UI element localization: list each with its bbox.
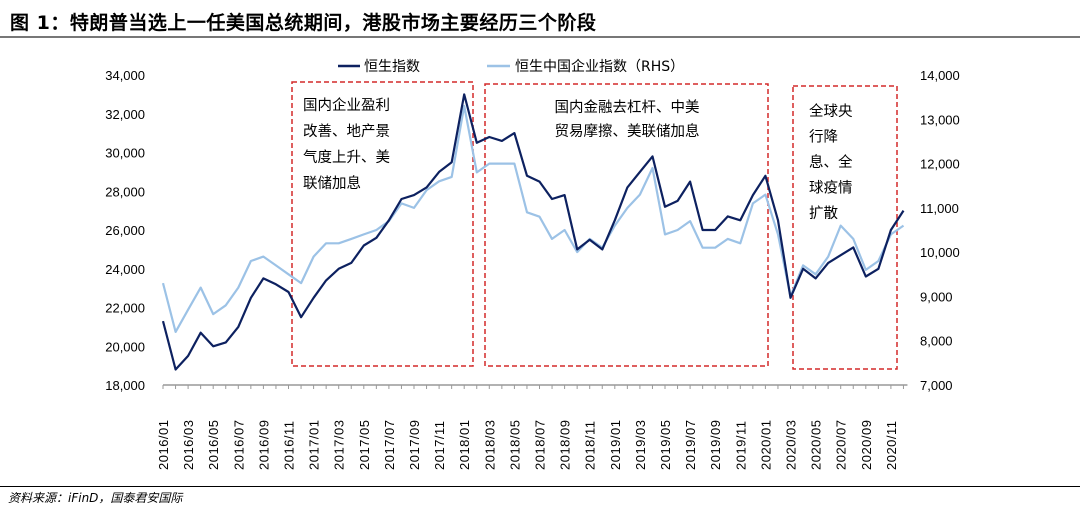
phase-annotation-text: 扩散 (809, 205, 838, 222)
phase-annotation-text: 气度上升、美 (303, 149, 390, 166)
phase-box (291, 81, 474, 367)
x-tick-label: 2019/01 (608, 420, 623, 471)
y-left-tick-label: 24,000 (105, 262, 145, 277)
x-tick-label: 2019/03 (633, 420, 648, 471)
y-right-tick-label: 13,000 (920, 112, 960, 127)
y-left-tick-label: 26,000 (105, 223, 145, 238)
y-right-tick-label: 9,000 (920, 289, 953, 304)
y-left-tick-label: 32,000 (105, 107, 145, 122)
x-tick-label: 2019/05 (658, 420, 673, 471)
x-tick-label: 2018/05 (507, 420, 522, 471)
source-note: 资料来源：iFinD，国泰君安国际 (8, 491, 183, 505)
y-left-tick-label: 30,000 (105, 146, 145, 161)
phase-annotation-text: 改善、地产景 (303, 123, 390, 140)
y-right-tick-label: 14,000 (920, 68, 960, 83)
phase-annotation-text: 国内金融去杠杆、中美 (555, 99, 700, 116)
x-tick-label: 2020/07 (834, 420, 849, 471)
y-right-tick-label: 10,000 (920, 245, 960, 260)
phase-box (484, 83, 769, 367)
x-tick-label: 2017/09 (407, 420, 422, 471)
x-tick-label: 2020/05 (809, 420, 824, 471)
legend-hscei-label: 恒生中国企业指数（RHS） (515, 58, 684, 75)
y-left-tick-label: 28,000 (105, 184, 145, 199)
y-left-tick-label: 18,000 (105, 378, 145, 393)
phase-annotation-text: 息、全 (809, 153, 853, 171)
x-tick-label: 2016/05 (206, 420, 221, 471)
y-left-tick-label: 20,000 (105, 339, 145, 354)
x-tick-label: 2020/03 (784, 420, 799, 471)
footer-divider (0, 486, 1080, 487)
phase-annotation-text: 联储加息 (303, 175, 361, 192)
x-tick-label: 2018/01 (457, 420, 472, 471)
x-tick-label: 2016/09 (256, 420, 271, 471)
title-divider (0, 36, 1080, 38)
x-tick-label: 2019/09 (708, 420, 723, 471)
y-left-tick-label: 22,000 (105, 301, 145, 316)
y-right-tick-label: 8,000 (920, 334, 953, 349)
hscei-series-line (161, 104, 905, 333)
x-tick-label: 2016/07 (231, 420, 246, 471)
x-tick-label: 2020/01 (758, 420, 773, 471)
phase-annotation-text: 贸易摩擦、美联储加息 (555, 122, 700, 140)
x-tick-label: 2018/07 (533, 420, 548, 471)
figure-title: 图 1：特朗普当选上一任美国总统期间，港股市场主要经历三个阶段 (10, 12, 597, 34)
x-tick-label: 2017/03 (332, 420, 347, 471)
phase-annotation-text: 全球央 (809, 102, 853, 120)
x-tick-label: 2016/03 (181, 420, 196, 471)
x-tick-label: 2017/07 (382, 420, 397, 471)
y-right-tick-label: 11,000 (920, 201, 959, 216)
phase-annotation-text: 行降 (809, 129, 838, 146)
legend-hsi-label: 恒生指数 (364, 59, 420, 75)
x-tick-label: 2017/01 (307, 420, 322, 471)
y-right-tick-label: 7,000 (920, 378, 953, 393)
x-tick-label: 2016/01 (156, 420, 171, 471)
x-tick-label: 2018/09 (558, 420, 573, 471)
phase-annotation-text: 国内企业盈利 (303, 96, 390, 114)
x-tick-label: 2019/11 (733, 420, 748, 470)
x-tick-label: 2017/05 (357, 420, 372, 471)
x-tick-label: 2018/03 (482, 420, 497, 471)
hsi-series-line (161, 93, 905, 371)
x-tick-label: 2020/11 (884, 420, 899, 470)
y-left-tick-label: 34,000 (105, 68, 145, 83)
phase-box (792, 85, 898, 370)
y-right-tick-label: 12,000 (920, 157, 960, 172)
phase-annotation-text: 球疫情 (809, 180, 853, 197)
x-tick-label: 2016/11 (282, 420, 297, 470)
x-tick-label: 2018/11 (583, 420, 598, 470)
x-tick-label: 2017/11 (432, 420, 447, 470)
x-tick-label: 2020/09 (859, 420, 874, 471)
x-tick-label: 2019/07 (683, 420, 698, 471)
